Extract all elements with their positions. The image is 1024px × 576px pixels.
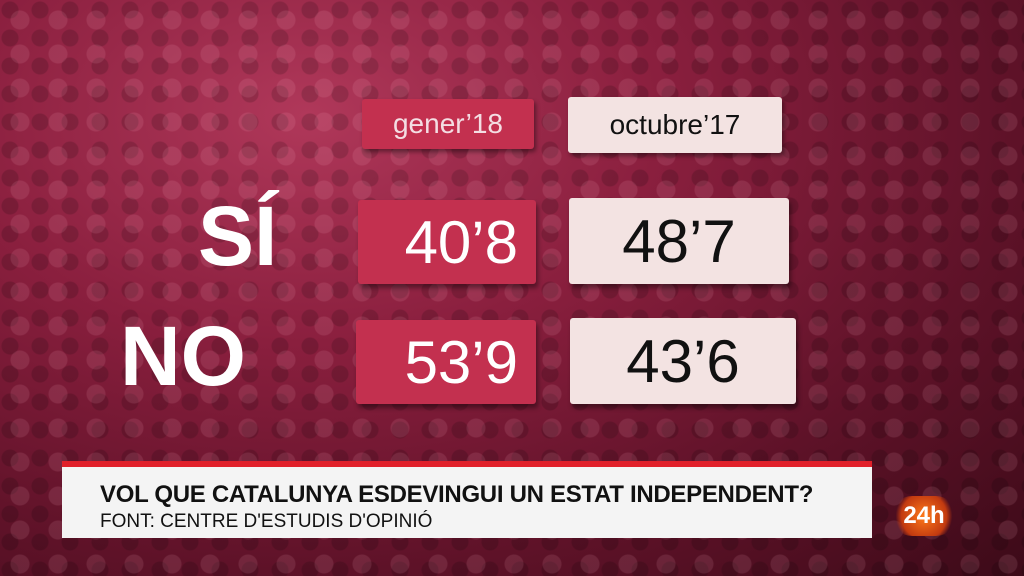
row-label-no: NO bbox=[120, 309, 246, 403]
lower-third: VOL QUE CATALUNYA ESDEVINGUI UN ESTAT IN… bbox=[62, 461, 872, 538]
column-header-octubre17: octubre’17 bbox=[568, 97, 782, 153]
channel-logo: 24h bbox=[892, 496, 956, 536]
row-label-si: SÍ bbox=[198, 189, 278, 283]
cell-si-gener18: 40’8 bbox=[358, 200, 536, 284]
question-text: VOL QUE CATALUNYA ESDEVINGUI UN ESTAT IN… bbox=[100, 481, 814, 508]
column-header-gener18: gener’18 bbox=[362, 99, 534, 149]
cell-no-gener18: 53’9 bbox=[356, 320, 536, 404]
source-text: FONT: CENTRE D'ESTUDIS D'OPINIÓ bbox=[100, 511, 433, 532]
cell-no-octubre17: 43’6 bbox=[570, 318, 796, 404]
cell-si-octubre17: 48’7 bbox=[569, 198, 789, 284]
